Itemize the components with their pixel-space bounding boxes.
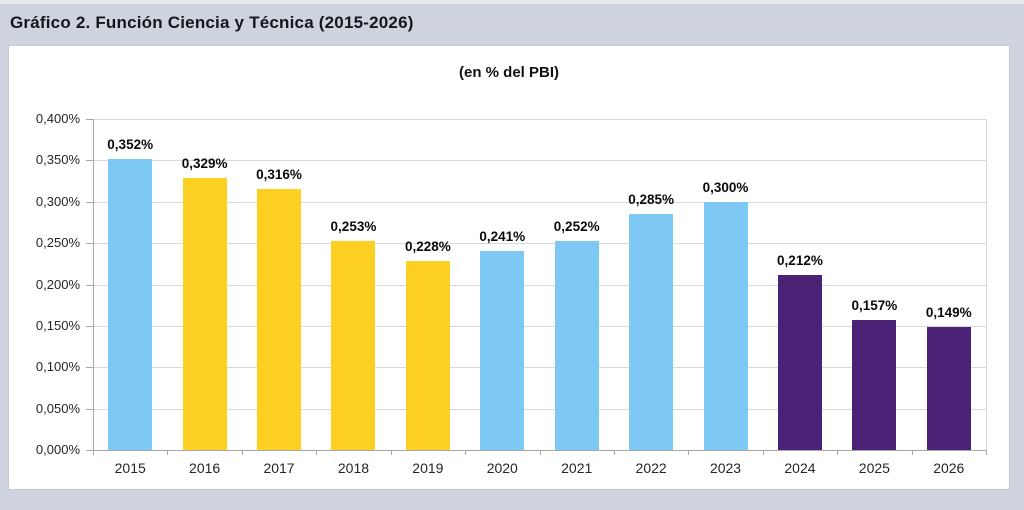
x-axis-tick-label-2016: 2016 [189, 460, 221, 476]
bar-value-label-2023: 0,300% [702, 179, 749, 195]
x-axis-tick [316, 450, 318, 455]
top-strip [0, 0, 1024, 4]
y-axis-line [93, 119, 94, 450]
bar-2024 [777, 274, 822, 450]
x-axis-tick-label-2025: 2025 [858, 460, 890, 476]
bar-2026 [926, 326, 971, 450]
bar-2020 [480, 250, 525, 450]
gridline [93, 119, 986, 120]
x-axis-tick [167, 450, 169, 455]
x-axis-tick [539, 450, 541, 455]
x-axis-tick-label-2022: 2022 [635, 460, 667, 476]
bar-value-label-2024: 0,212% [777, 252, 823, 268]
chart-panel: (en % del PBI) 0,400% 0,350% 0,300% 0,250% 0… [8, 45, 1010, 490]
x-axis-tick-label-2017: 2017 [263, 460, 295, 476]
x-axis-tick [911, 450, 913, 455]
y-axis-tick [86, 119, 93, 120]
x-axis-tick-label-2015: 2015 [114, 460, 146, 476]
bar-2022 [629, 214, 674, 450]
x-axis-tick [93, 450, 94, 455]
gridline [93, 408, 986, 410]
bar-value-label-2021: 0,252% [553, 219, 600, 235]
bar-2017 [257, 188, 302, 450]
y-axis-tick-label: 0,200% [35, 276, 80, 292]
x-axis-tick [390, 450, 392, 455]
x-axis-tick-label-2019: 2019 [412, 460, 444, 476]
bar-2021 [554, 241, 599, 450]
y-axis-tick-label: 0,350% [35, 152, 80, 168]
y-axis-tick [86, 243, 93, 245]
gridline [93, 201, 986, 203]
gridline [93, 243, 986, 245]
y-axis-tick [86, 160, 93, 162]
bar-value-label-2015: 0,352% [107, 136, 154, 152]
x-axis-tick-label-2023: 2023 [709, 460, 742, 476]
gridline [93, 284, 986, 286]
x-axis-tick [986, 450, 987, 455]
bar-value-label-2026: 0,149% [925, 304, 972, 320]
x-axis-tick-label-2018: 2018 [337, 460, 370, 476]
bar-value-label-2017: 0,316% [256, 166, 302, 182]
y-axis-tick-label: 0,250% [35, 235, 80, 251]
bar-2023 [703, 201, 748, 450]
y-axis-tick [86, 408, 93, 410]
y-axis-tick-label: 0,000% [35, 442, 80, 457]
bar-value-label-2022: 0,285% [628, 192, 674, 208]
bar-value-label-2019: 0,228% [404, 239, 451, 255]
x-axis-tick-label-2020: 2020 [486, 460, 518, 476]
x-axis-tick-label-2021: 2021 [561, 460, 593, 476]
bar-value-label-2016: 0,329% [181, 155, 228, 171]
bar-2015 [108, 158, 153, 450]
y-axis-tick-label: 0,400% [35, 111, 80, 126]
chart-subtitle: (en % del PBI) [458, 64, 559, 81]
chart-title: Gráfico 2. Función Ciencia y Técnica (20… [10, 13, 414, 32]
plot-area: 0,400% 0,350% 0,300% 0,250% 0,200% 0,150% 0,10… [9, 46, 1009, 489]
plot-right-border [986, 119, 987, 450]
y-axis-tick [86, 367, 93, 369]
y-axis-tick [86, 325, 93, 327]
gridline [93, 367, 986, 369]
bar-value-label-2018: 0,253% [330, 218, 377, 234]
y-axis-tick [86, 284, 93, 286]
bar-2016 [182, 177, 227, 450]
gridline [93, 160, 986, 162]
x-axis-tick [688, 450, 690, 455]
x-axis-tick [613, 450, 615, 455]
x-axis-tick [762, 450, 764, 455]
x-axis-tick [837, 450, 839, 455]
y-axis-tick [86, 201, 93, 203]
x-axis-tick-label-2024: 2024 [784, 460, 816, 476]
gridline [93, 325, 986, 327]
y-axis-tick-label: 0,100% [35, 359, 80, 375]
y-axis-tick-label: 0,300% [35, 193, 80, 209]
x-axis-tick [241, 450, 243, 455]
bar-value-label-2020: 0,241% [479, 228, 526, 244]
bar-value-label-2025: 0,157% [851, 298, 898, 314]
x-axis-tick [465, 450, 467, 455]
y-axis-tick [86, 450, 93, 451]
bar-2019 [405, 261, 450, 450]
y-axis-tick-label: 0,150% [35, 317, 80, 333]
y-axis-tick-label: 0,050% [35, 400, 80, 416]
bar-2025 [852, 320, 897, 450]
x-axis-tick-label-2026: 2026 [933, 460, 965, 476]
bar-2018 [331, 240, 376, 450]
